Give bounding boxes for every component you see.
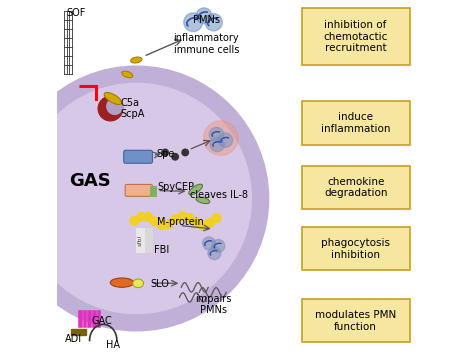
- Text: chemokine
degradation: chemokine degradation: [324, 177, 387, 199]
- Text: C5a: C5a: [120, 98, 139, 108]
- Circle shape: [157, 221, 166, 230]
- Text: SLO: SLO: [150, 279, 169, 289]
- Circle shape: [208, 247, 221, 260]
- Bar: [145, 228, 152, 252]
- Text: HA: HA: [106, 340, 120, 350]
- Text: FBI: FBI: [154, 244, 169, 255]
- FancyBboxPatch shape: [124, 150, 153, 163]
- Text: modulates PMN
function: modulates PMN function: [315, 310, 396, 331]
- Circle shape: [144, 212, 153, 222]
- Ellipse shape: [110, 278, 134, 287]
- Circle shape: [205, 14, 222, 31]
- Bar: [97, 310, 100, 327]
- Circle shape: [191, 218, 201, 227]
- Bar: [136, 228, 145, 252]
- Text: ADI: ADI: [65, 334, 82, 344]
- Circle shape: [210, 137, 224, 152]
- Bar: [71, 329, 86, 335]
- Circle shape: [202, 237, 215, 250]
- Text: inhibition of
chemotactic
recruitment: inhibition of chemotactic recruitment: [323, 20, 388, 53]
- Circle shape: [4, 66, 269, 331]
- Text: SpyCEP: SpyCEP: [157, 182, 194, 192]
- Circle shape: [164, 219, 173, 229]
- Text: ScpA: ScpA: [120, 109, 145, 119]
- Circle shape: [172, 153, 178, 160]
- Circle shape: [203, 121, 238, 155]
- Circle shape: [212, 213, 221, 223]
- Ellipse shape: [131, 57, 142, 63]
- Circle shape: [98, 96, 123, 121]
- Text: PMNs: PMNs: [193, 16, 220, 26]
- FancyBboxPatch shape: [302, 299, 410, 342]
- Circle shape: [196, 8, 212, 24]
- Bar: [150, 186, 156, 196]
- Text: Spe: Spe: [156, 148, 174, 158]
- Ellipse shape: [133, 279, 144, 288]
- Circle shape: [107, 99, 123, 114]
- Bar: [83, 310, 86, 327]
- Circle shape: [182, 149, 189, 156]
- Circle shape: [198, 221, 208, 230]
- Circle shape: [21, 83, 251, 314]
- FancyBboxPatch shape: [302, 101, 410, 144]
- Text: phagocytosis
inhibition: phagocytosis inhibition: [321, 238, 390, 260]
- Circle shape: [178, 212, 187, 221]
- Circle shape: [137, 212, 146, 221]
- Circle shape: [210, 127, 224, 142]
- Text: inflammatory
immune cells: inflammatory immune cells: [173, 33, 239, 55]
- Bar: [64, 12, 73, 74]
- Text: SOF: SOF: [66, 8, 86, 18]
- Text: M-protein: M-protein: [157, 217, 204, 227]
- Text: cleaves IL-8: cleaves IL-8: [190, 190, 248, 200]
- FancyBboxPatch shape: [125, 184, 153, 196]
- Circle shape: [205, 218, 214, 227]
- Circle shape: [184, 213, 194, 223]
- Bar: [92, 310, 96, 327]
- Circle shape: [150, 217, 160, 226]
- Bar: [78, 310, 82, 327]
- FancyBboxPatch shape: [302, 8, 410, 65]
- Circle shape: [212, 239, 225, 252]
- Ellipse shape: [104, 92, 122, 105]
- FancyBboxPatch shape: [302, 166, 410, 209]
- Circle shape: [184, 13, 202, 32]
- Circle shape: [162, 149, 168, 156]
- Text: sfbI: sfbI: [137, 235, 143, 246]
- Ellipse shape: [196, 197, 210, 204]
- Circle shape: [171, 215, 180, 224]
- FancyBboxPatch shape: [302, 227, 410, 270]
- Text: GAC: GAC: [91, 317, 112, 326]
- Bar: [87, 310, 91, 327]
- Text: induce
inflammation: induce inflammation: [321, 112, 391, 134]
- Text: impairs
PMNs: impairs PMNs: [195, 294, 232, 316]
- Ellipse shape: [189, 184, 202, 195]
- Circle shape: [219, 133, 233, 147]
- Ellipse shape: [122, 71, 133, 78]
- Circle shape: [130, 216, 139, 226]
- Text: GAS: GAS: [69, 171, 110, 190]
